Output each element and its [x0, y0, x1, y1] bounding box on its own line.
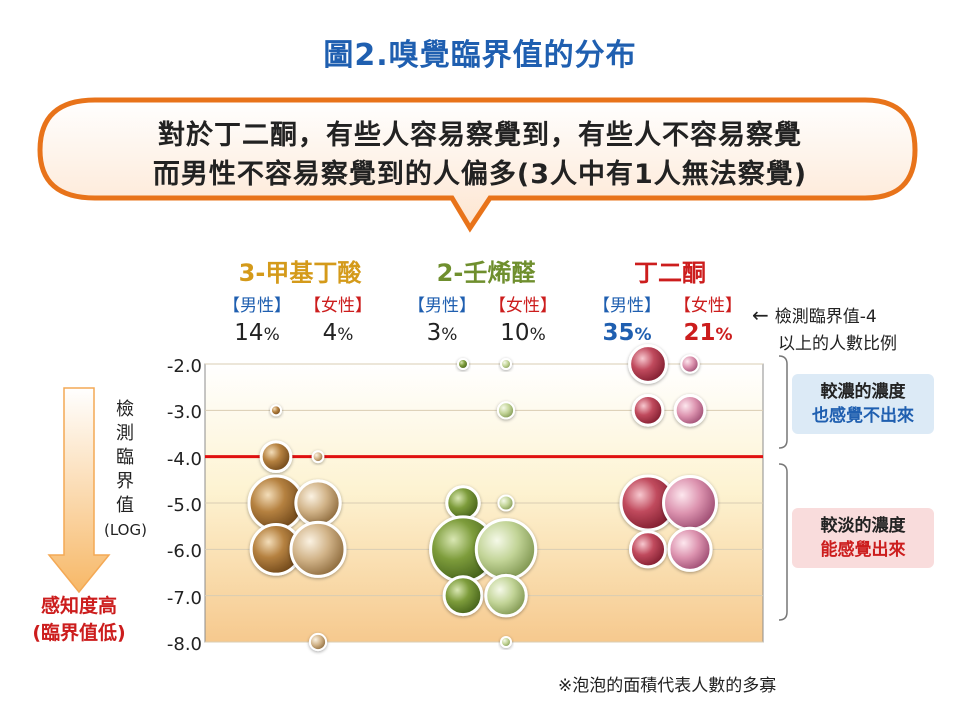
- pct-male-3: 35%: [602, 320, 652, 346]
- y-tick-5: -6.0: [166, 541, 202, 562]
- bubble-1-female-1: [311, 450, 325, 464]
- bubble-1-female-3: [289, 520, 347, 578]
- pct-male-1: 14%: [234, 320, 280, 346]
- y-tick-4: -5.0: [166, 495, 202, 516]
- side-note-line-2: 以上的人數比例: [778, 334, 897, 354]
- y-tick-2: -3.0: [166, 402, 202, 423]
- bubble-3-male-4: [628, 530, 668, 569]
- pct-female-1: 4%: [322, 320, 354, 346]
- left-arrow-icon: ←: [752, 303, 769, 327]
- bubble-3-male-2: [631, 393, 665, 427]
- bubble-2-female-4: [474, 518, 538, 581]
- bubbles: [247, 344, 718, 652]
- compound-label-1: 3-甲基丁酸: [238, 259, 362, 287]
- bubble-2-female-2: [496, 401, 516, 420]
- pct-female-3: 21%: [683, 320, 733, 346]
- y-tick-6: -7.0: [166, 588, 202, 609]
- bubble-3-female-4: [667, 526, 713, 572]
- bubble-3-female-2: [673, 393, 707, 427]
- bubble-1-male-2: [259, 440, 293, 474]
- gender-female-1: 【女性】: [304, 296, 372, 316]
- pct-female-2: 10%: [500, 320, 546, 346]
- bubble-1-female-2: [294, 479, 342, 527]
- box-high-concentration: 較濃的濃度 也感覺不出來: [792, 374, 934, 434]
- callout-line-2: 而男性不容易察覺到的人偏多(3人中有1人無法察覺): [152, 159, 808, 190]
- down-arrow-icon: [47, 387, 111, 594]
- box-low-concentration: 較淡的濃度 能感覺出來: [792, 508, 934, 568]
- bubble-1-female-4: [308, 632, 328, 652]
- compound-label-2: 2-壬烯醛: [436, 259, 536, 287]
- gender-male-2: 【男性】: [408, 296, 476, 316]
- side-note-line-1: ← 檢測臨界值-4: [752, 303, 877, 327]
- bubble-3-female-3: [662, 475, 718, 531]
- callout-line-1: 對於丁二酮，有些人容易察覺到，有些人不容易察覺: [158, 120, 802, 151]
- bubble-2-male-2: [445, 485, 481, 521]
- bubble-1-male-1: [270, 404, 282, 417]
- footnote: ※泡泡的面積代表人數的多寡: [558, 676, 777, 696]
- gender-male-1: 【男性】: [223, 296, 291, 316]
- pct-male-2: 3%: [426, 320, 458, 346]
- y-tick-1: -2.0: [166, 356, 202, 377]
- gender-female-3: 【女性】: [674, 296, 742, 316]
- bracket-bottom: [778, 463, 788, 621]
- callout-bubble: [37, 97, 918, 233]
- bubble-2-male-1: [457, 358, 469, 370]
- bubble-2-female-3: [497, 494, 515, 512]
- bubble-2-female-1: [500, 358, 512, 370]
- y-tick-3: -4.0: [166, 449, 202, 470]
- callout-shape: [37, 97, 918, 233]
- y-axis-label: 檢 測 臨 界 值 (LOG): [104, 399, 147, 539]
- bubble-3-female-1: [680, 354, 700, 374]
- arrow-label: 感知度高 (臨界值低): [32, 595, 126, 644]
- bubble-2-female-6: [500, 636, 512, 648]
- gender-female-2: 【女性】: [489, 296, 557, 316]
- chart-title: 圖2.嗅覺臨界值的分布: [323, 38, 637, 73]
- y-tick-7: -8.0: [166, 634, 202, 655]
- bubble-2-male-4: [442, 575, 484, 617]
- bracket-top: [778, 355, 788, 449]
- bubble-3-male-1: [628, 344, 668, 384]
- bubble-2-female-5: [484, 573, 528, 618]
- compound-label-3: 丁二酮: [634, 259, 706, 287]
- gender-male-3: 【男性】: [593, 296, 661, 316]
